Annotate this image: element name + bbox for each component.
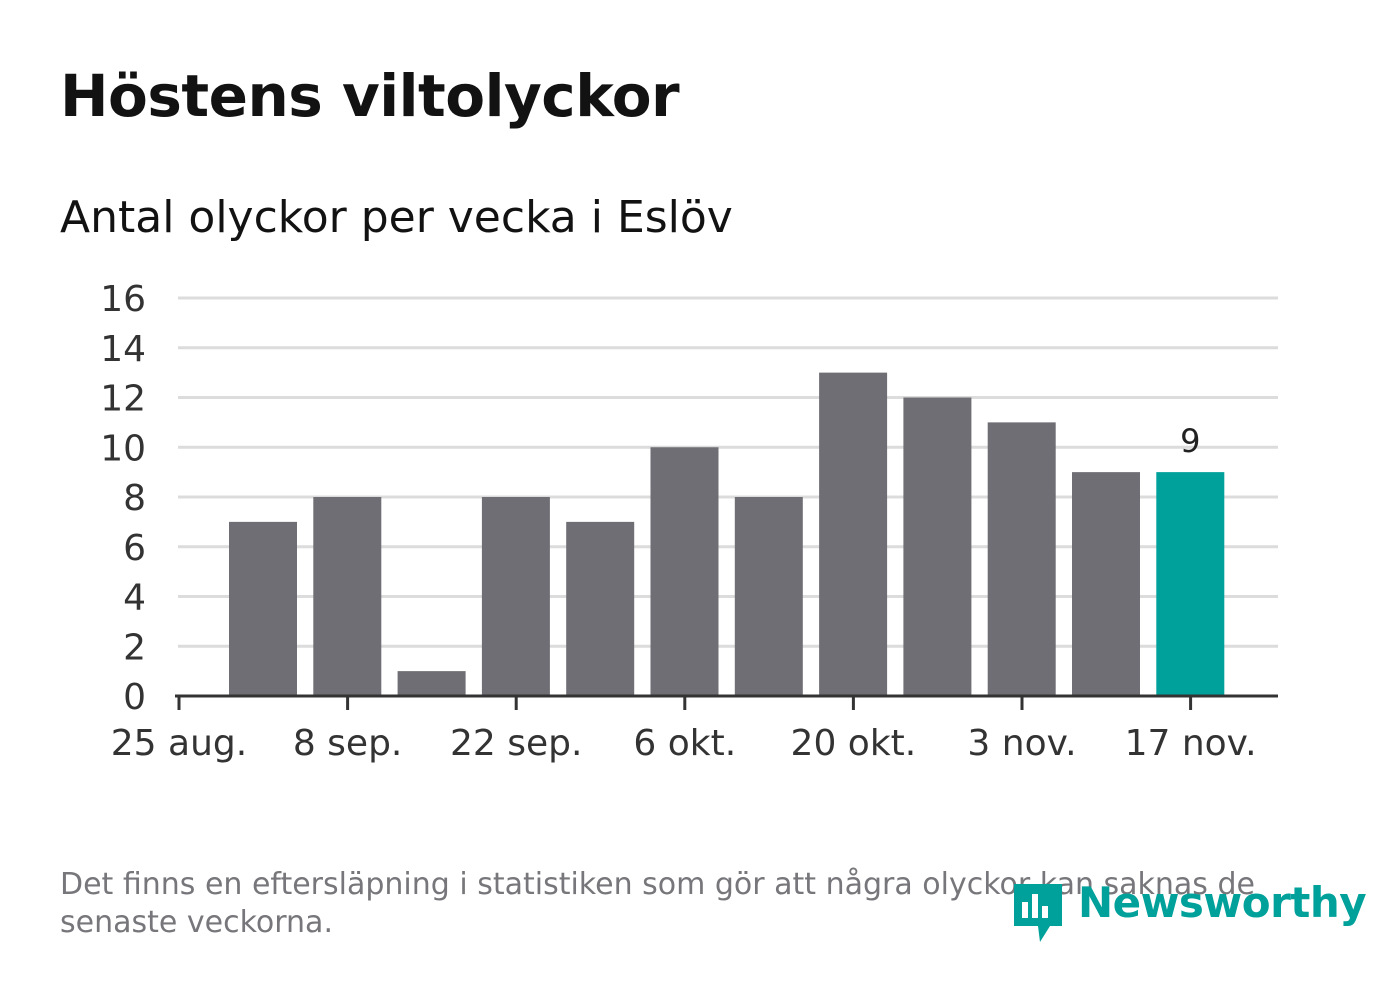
- chart-subtitle: Antal olyckor per vecka i Eslöv: [60, 192, 733, 243]
- bar: [1156, 472, 1225, 696]
- y-axis-tick-labels: 0 2 4 6 8 10 12 14 16: [100, 279, 146, 718]
- y-tick-label: 0: [123, 677, 146, 718]
- bar: [397, 671, 466, 696]
- newsworthy-logo-text: Newsworthy: [1078, 878, 1367, 927]
- x-tick-label: 3 nov.: [967, 723, 1076, 764]
- x-tick-label: 20 okt.: [791, 723, 917, 764]
- x-tick-label: 8 sep.: [293, 723, 403, 764]
- x-axis: 25 aug. 8 sep. 22 sep. 6 okt. 20 okt. 3 nov. 1…: [111, 694, 1278, 764]
- bar: [481, 497, 550, 696]
- data-label: 9: [1180, 422, 1200, 460]
- bar: [566, 521, 635, 696]
- chart-title: Höstens viltolyckor: [60, 62, 680, 130]
- newsworthy-logo[interactable]: Newsworthy: [1010, 876, 1367, 946]
- bar: [650, 447, 719, 696]
- bar-chart: 0 2 4 6 8 10 12 14 16 25 aug. 8 sep. 22 sep. 6 okt.…: [100, 279, 1278, 764]
- x-tick-label: 6 okt.: [633, 723, 736, 764]
- newsworthy-logo-icon: [1014, 884, 1062, 942]
- y-tick-label: 2: [123, 627, 146, 668]
- y-tick-label: 4: [123, 578, 146, 619]
- x-tick-label: 25 aug.: [111, 723, 247, 764]
- bars: [229, 372, 1225, 696]
- data-labels: 9: [1180, 422, 1200, 460]
- y-tick-label: 12: [100, 379, 146, 420]
- bar: [987, 422, 1056, 696]
- bar: [229, 521, 297, 696]
- bar: [819, 372, 888, 696]
- bar: [903, 397, 972, 696]
- bar: [734, 497, 803, 696]
- y-tick-label: 8: [123, 478, 146, 519]
- y-tick-label: 16: [100, 279, 146, 320]
- y-tick-label: 14: [100, 329, 146, 370]
- x-tick-label: 17 nov.: [1125, 723, 1257, 764]
- bar: [1072, 472, 1140, 696]
- y-tick-label: 6: [123, 528, 146, 569]
- x-tick-label: 22 sep.: [450, 723, 582, 764]
- y-tick-label: 10: [100, 428, 146, 469]
- bar: [313, 497, 382, 696]
